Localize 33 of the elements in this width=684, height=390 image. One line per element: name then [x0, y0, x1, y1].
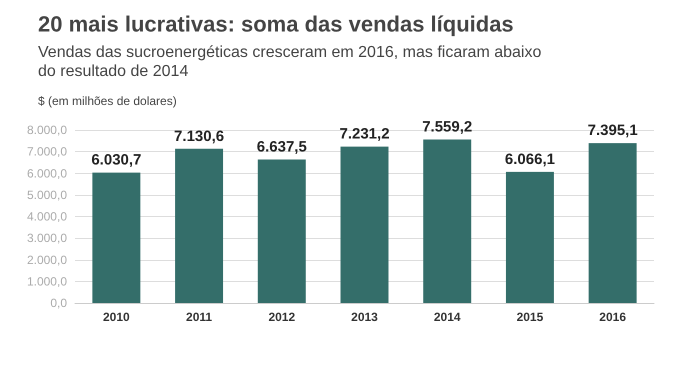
bar: [340, 146, 388, 303]
x-tick-label: 2014: [434, 310, 461, 324]
x-tick-label: 2016: [599, 310, 626, 324]
bar: [506, 172, 554, 303]
y-tick-label: 8.000,0: [26, 123, 68, 137]
bar: [175, 148, 224, 303]
bar: [423, 140, 472, 303]
bar: [92, 172, 140, 303]
y-tick-label: 3.000,0: [26, 231, 68, 246]
data-label: 7.559,2: [422, 118, 472, 136]
y-tick-label: 7.000,0: [26, 144, 68, 159]
chart-title: 20 mais lucrativas: soma das vendas líquidas: [38, 12, 514, 36]
y-tick-label: 1.000,0: [26, 274, 68, 288]
data-label: 6.030,7: [91, 152, 142, 169]
x-tick-label: 2012: [268, 310, 296, 324]
chart-subtitle: Vendas das sucroenergéticas cresceram em 2016, mas ficaram abaixo do resultado de 2014: [38, 44, 546, 80]
data-label: 7.231,2: [339, 126, 390, 143]
x-tick-label: 2011: [186, 310, 212, 324]
x-tick-label: 2010: [103, 310, 130, 324]
y-axis-title: $ (em milhões de dolares): [38, 94, 177, 108]
bar: [258, 159, 306, 303]
bar: [588, 143, 637, 303]
y-tick-label: 2.000,0: [26, 252, 68, 267]
y-tick-label: 6.000,0: [26, 166, 68, 180]
data-label: 6.066,1: [504, 150, 555, 168]
x-tick-label: 2013: [351, 310, 378, 324]
y-tick-label: 4.000,0: [26, 210, 68, 224]
data-label: 6.637,5: [256, 138, 307, 156]
x-tick-label: 2015: [516, 310, 544, 324]
data-label: 7.395,1: [588, 122, 638, 140]
y-tick-label: 0,0: [50, 296, 68, 310]
y-tick-label: 5.000,0: [26, 188, 68, 202]
data-label: 7.130,6: [174, 128, 224, 145]
